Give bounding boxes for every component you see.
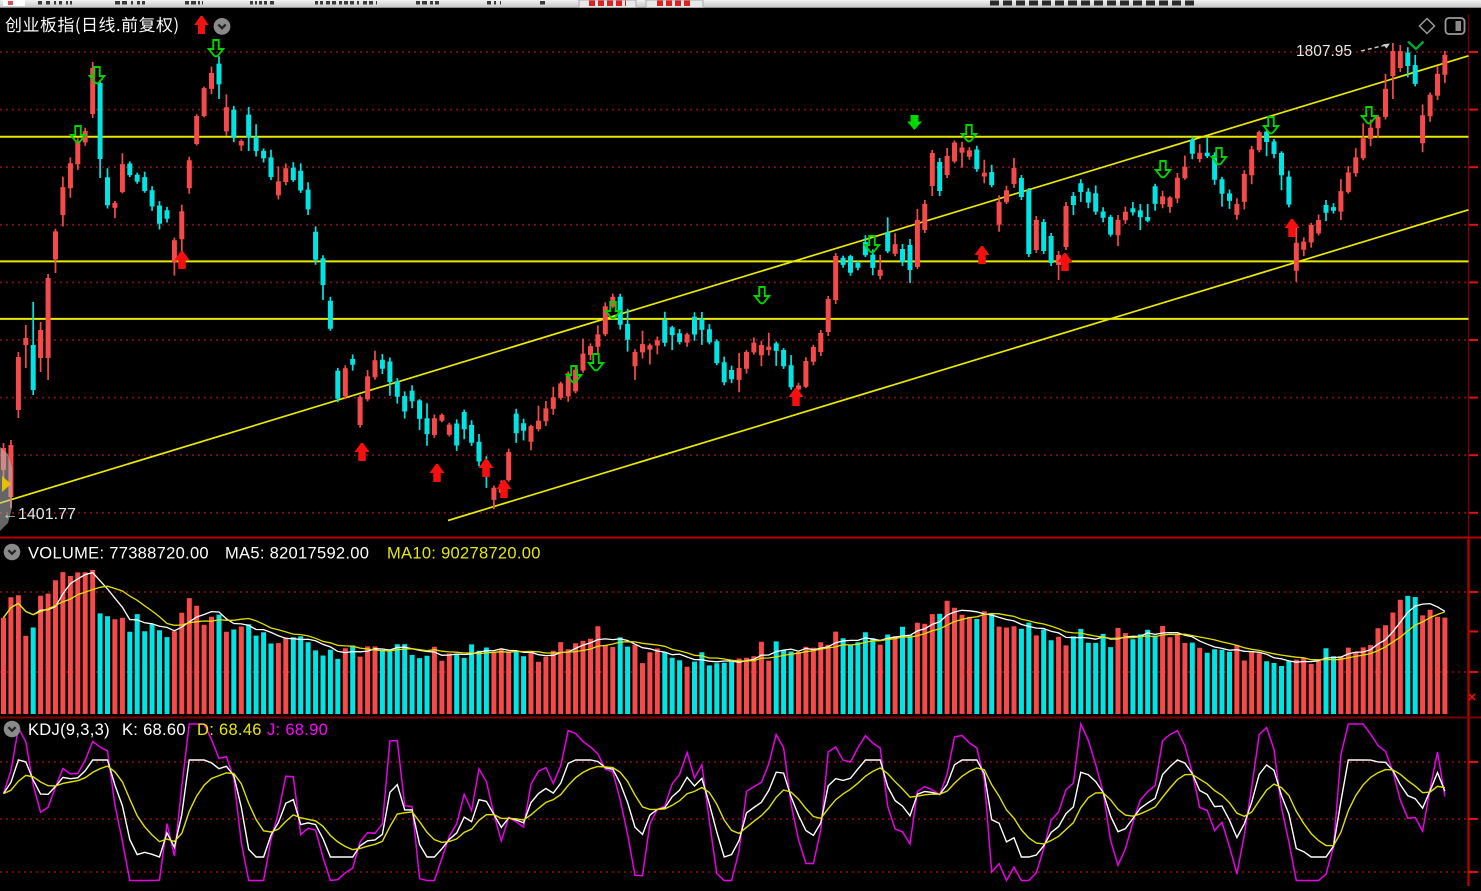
svg-text:KDJ(9,3,3): KDJ(9,3,3) bbox=[28, 721, 110, 739]
svg-text:←1401.77: ←1401.77 bbox=[2, 506, 76, 523]
svg-text:1807.95: 1807.95 bbox=[1296, 43, 1352, 60]
svg-text:K: 68.60: K: 68.60 bbox=[122, 721, 186, 739]
svg-text:D: 68.46: D: 68.46 bbox=[197, 721, 262, 739]
svg-text:VOLUME: 77388720.00: VOLUME: 77388720.00 bbox=[28, 545, 209, 563]
svg-text:J: 68.90: J: 68.90 bbox=[267, 721, 328, 739]
svg-text:MA10: 90278720.00: MA10: 90278720.00 bbox=[387, 545, 541, 563]
svg-text:MA5: 82017592.00: MA5: 82017592.00 bbox=[225, 545, 369, 563]
